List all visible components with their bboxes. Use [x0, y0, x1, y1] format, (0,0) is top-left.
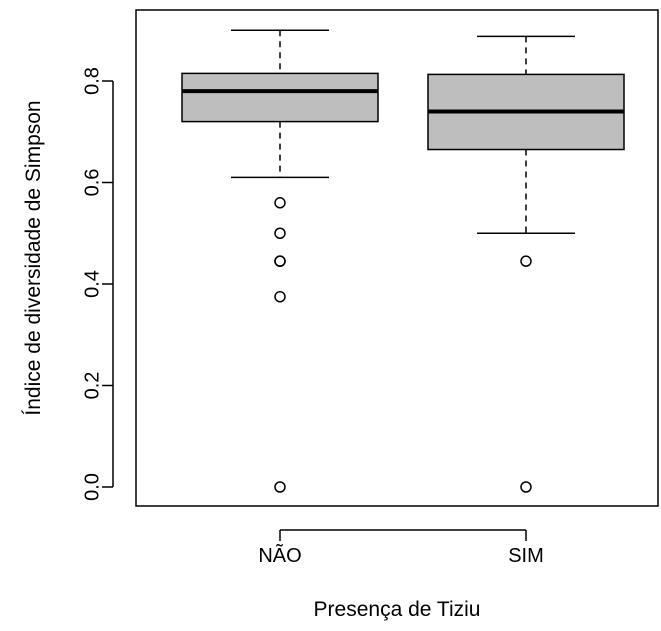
- y-axis-title: Índice de diversidade de Simpson: [22, 100, 45, 415]
- x-tick-label: NÃO: [258, 543, 301, 567]
- plot-frame: [135, 9, 659, 507]
- x-tick-label: SIM: [508, 545, 544, 567]
- outlier-point: [274, 197, 286, 209]
- y-tick-label: 0.4: [81, 270, 103, 298]
- outlier-point: [520, 255, 532, 267]
- outlier-point: [274, 255, 286, 267]
- x-axis: NÃO SIM: [258, 529, 544, 567]
- outlier-point: [520, 481, 532, 493]
- box-group: [427, 35, 625, 493]
- y-tick-label: 0.0: [81, 473, 103, 501]
- y-tick-label: 0.2: [81, 372, 103, 400]
- x-axis-title: Presença de Tiziu: [314, 598, 481, 621]
- y-axis: 0.0 0.2 0.4 0.6 0.8: [81, 67, 114, 501]
- outlier-point: [274, 481, 286, 493]
- box-group: [181, 29, 379, 493]
- box-iqr: [181, 72, 379, 123]
- outlier-point: [274, 227, 286, 239]
- boxes: [181, 29, 625, 493]
- y-tick-label: 0.6: [81, 169, 103, 197]
- outlier-point: [274, 290, 286, 303]
- y-tick-label: 0.8: [81, 67, 103, 95]
